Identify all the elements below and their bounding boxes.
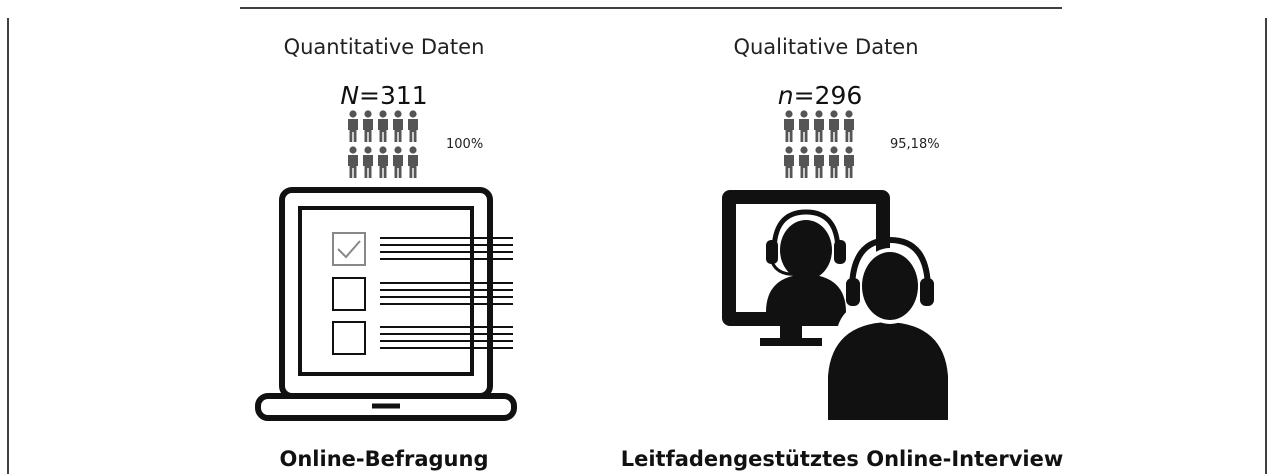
- share: 95,18%: [890, 137, 940, 152]
- heading: Qualitative Daten: [733, 35, 918, 59]
- frame: [8, 8, 1266, 474]
- person-icon: [784, 110, 794, 142]
- person-icon: [348, 110, 358, 142]
- laptop-icon: [258, 190, 514, 418]
- person-icon: [829, 110, 839, 142]
- person-icon: [378, 146, 388, 178]
- person-icon: [814, 146, 824, 178]
- person-icon: [408, 110, 418, 142]
- heading: Quantitative Daten: [284, 35, 485, 59]
- method-label: Leitfadengestütztes Online-Interview: [621, 447, 1064, 471]
- relation: =: [359, 81, 380, 110]
- diagram: Quantitative Daten N=311 100% Online-Bef…: [0, 0, 1274, 474]
- size: 296: [815, 81, 863, 110]
- person-icon: [844, 146, 854, 178]
- sample-size: n=296: [778, 81, 863, 110]
- person-icon: [378, 110, 388, 142]
- person-icon: [363, 146, 373, 178]
- interview-icon: [722, 190, 948, 420]
- method-label: Online-Befragung: [280, 447, 489, 471]
- person-icon: [348, 146, 358, 178]
- person-icon: [799, 110, 809, 142]
- sample-size: N=311: [340, 81, 427, 110]
- people-icons: [348, 110, 418, 178]
- people-icons: [784, 110, 854, 178]
- person-icon: [393, 110, 403, 142]
- person-icon: [844, 110, 854, 142]
- person-icon: [799, 146, 809, 178]
- person-icon: [829, 146, 839, 178]
- person-icon: [363, 110, 373, 142]
- person-icon: [393, 146, 403, 178]
- size: 311: [380, 81, 428, 110]
- relation: =: [794, 81, 815, 110]
- symbol: N: [340, 81, 359, 110]
- person-icon: [784, 146, 794, 178]
- person-icon: [814, 110, 824, 142]
- share: 100%: [446, 137, 483, 152]
- person-icon: [408, 146, 418, 178]
- symbol: n: [778, 81, 794, 110]
